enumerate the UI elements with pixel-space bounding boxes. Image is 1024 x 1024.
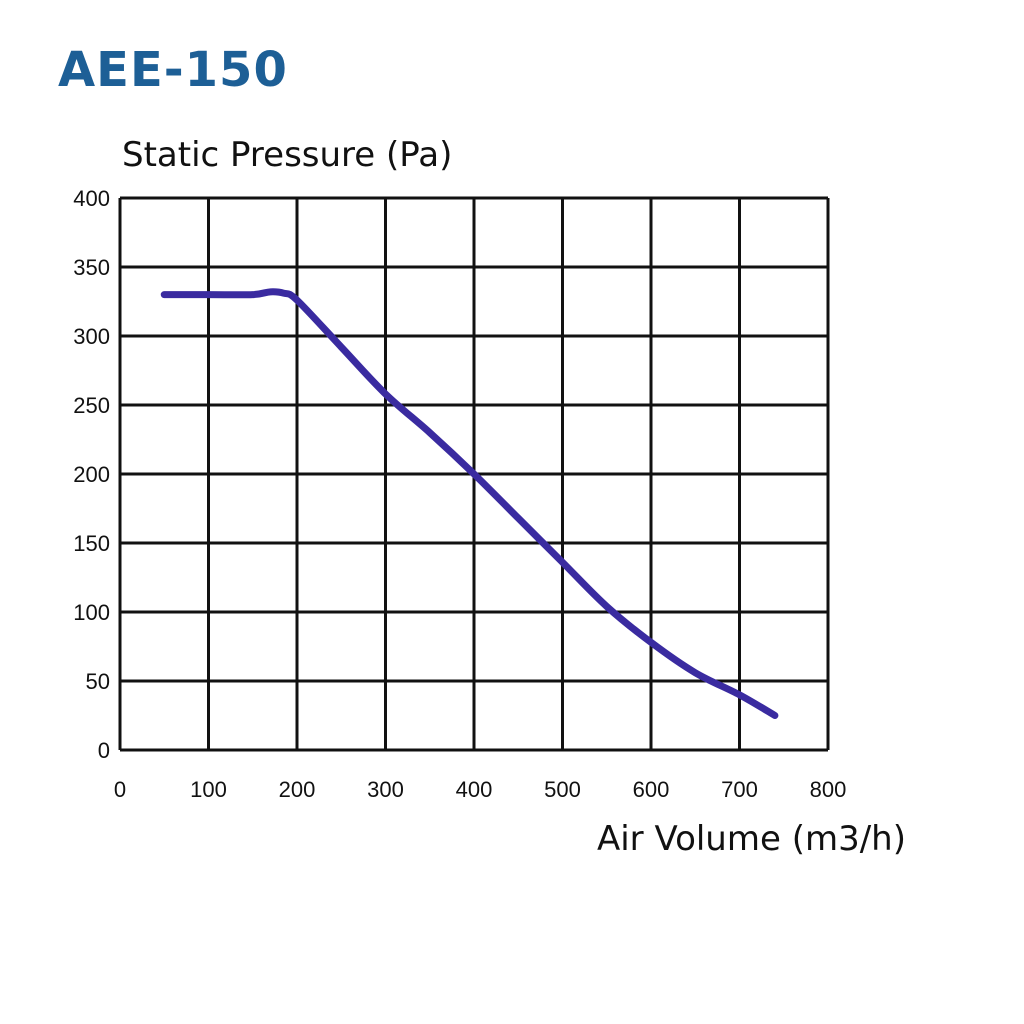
y-axis-title: Static Pressure (Pa) — [122, 135, 452, 175]
x-tick-label-8: 800 — [810, 777, 847, 802]
x-tick-label-2: 200 — [279, 777, 316, 802]
x-axis-title: Air Volume (m3/h) — [597, 819, 906, 859]
x-tick-label-5: 500 — [544, 777, 581, 802]
x-tick-label-6: 600 — [633, 777, 670, 802]
y-tick-label-1: 50 — [86, 669, 110, 694]
chart-title: AEE-150 — [58, 42, 288, 98]
y-tick-label-3: 150 — [73, 531, 110, 556]
y-tick-label-6: 300 — [73, 324, 110, 349]
x-tick-label-0: 0 — [114, 777, 126, 802]
y-tick-label-8: 400 — [73, 186, 110, 211]
curves — [160, 288, 779, 719]
series-line-0 — [160, 288, 779, 719]
x-tick-label-3: 300 — [367, 777, 404, 802]
x-tick-label-1: 100 — [190, 777, 227, 802]
y-tick-label-2: 100 — [73, 600, 110, 625]
y-tick-label-4: 200 — [73, 462, 110, 487]
x-tick-label-4: 400 — [456, 777, 493, 802]
y-tick-label-0: 0 — [98, 738, 110, 763]
tick-labels: 0 100 200 300 400 500 600 700 800 0 50 100 150 200 250… — [73, 186, 846, 802]
y-tick-label-5: 250 — [73, 393, 110, 418]
y-tick-label-7: 350 — [73, 255, 110, 280]
x-tick-label-7: 700 — [721, 777, 758, 802]
